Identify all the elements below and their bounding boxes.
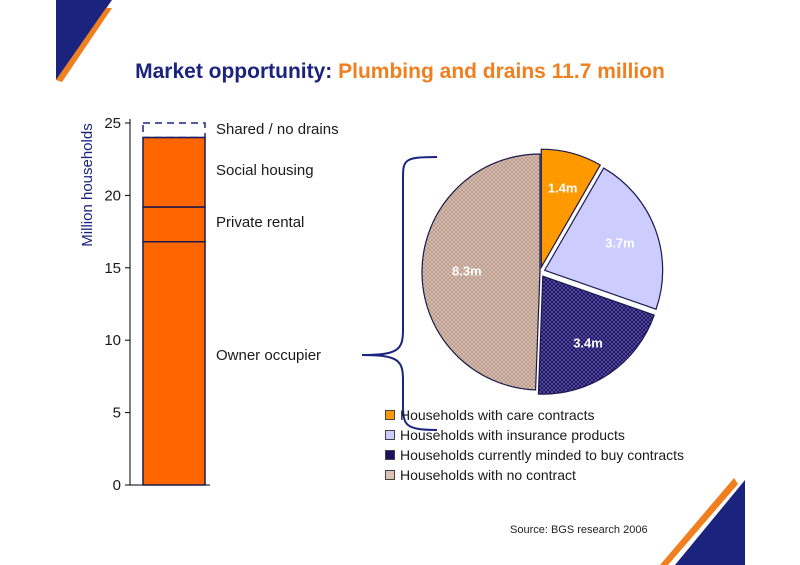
legend-swatch [385,410,395,420]
corner-decoration-bottom-right [660,478,745,565]
legend-item: Households with no contract [385,465,684,485]
bar-segment-shared [142,122,206,139]
legend-label: Households with no contract [400,467,576,483]
category-label-social: Social housing [216,162,314,179]
legend-swatch [385,450,395,460]
legend-swatch [385,430,395,440]
stacked-bar-chart: 0 5 10 15 20 25 Million households [79,115,210,494]
legend-label: Households currently minded to buy contr… [400,447,685,463]
category-label-shared: Shared / no drains [216,121,339,138]
title-prefix: Market opportunity: [135,60,333,83]
page-title: Market opportunity: Plumbing and drains … [0,60,800,84]
title-highlight: Plumbing and drains 11.7 million [338,60,665,83]
bar-segment [142,206,206,243]
pie-slice [421,153,541,391]
pie-legend: Households with care contracts Household… [385,405,684,485]
pie-data-label: 1.4m [548,180,578,195]
y-tick-label: 15 [104,260,121,277]
legend-item: Households currently minded to buy contr… [385,445,684,465]
pie-chart: 1.4m 3.7m 3.4m 8.3m [361,148,664,431]
legend-label: Households with care contracts [400,407,595,423]
y-tick-label: 5 [113,405,121,422]
bar-segment [142,136,206,208]
legend-item: Households with insurance products [385,425,684,445]
pie-slice [543,167,664,310]
y-tick-label: 25 [104,115,121,132]
bar-segment [142,240,206,486]
y-tick-label: 20 [104,187,121,204]
pie-data-label: 8.3m [452,264,482,279]
source-note: Source: BGS research 2006 [510,524,648,536]
pie-slice [540,148,602,270]
legend-item: Households with care contracts [385,405,684,425]
y-tick-label: 0 [113,477,121,494]
y-tick-label: 10 [104,332,121,349]
category-label-owner: Owner occupier [216,347,322,364]
pie-slice [537,275,655,395]
category-label-private: Private rental [216,214,305,231]
brace-connector [361,156,438,431]
legend-label: Households with insurance products [400,427,625,443]
legend-swatch [385,470,395,480]
pie-data-label: 3.7m [605,235,635,250]
pie-data-label: 3.4m [573,335,603,350]
y-axis-label: Million households [79,123,96,246]
corner-decoration-top-left [56,0,112,82]
